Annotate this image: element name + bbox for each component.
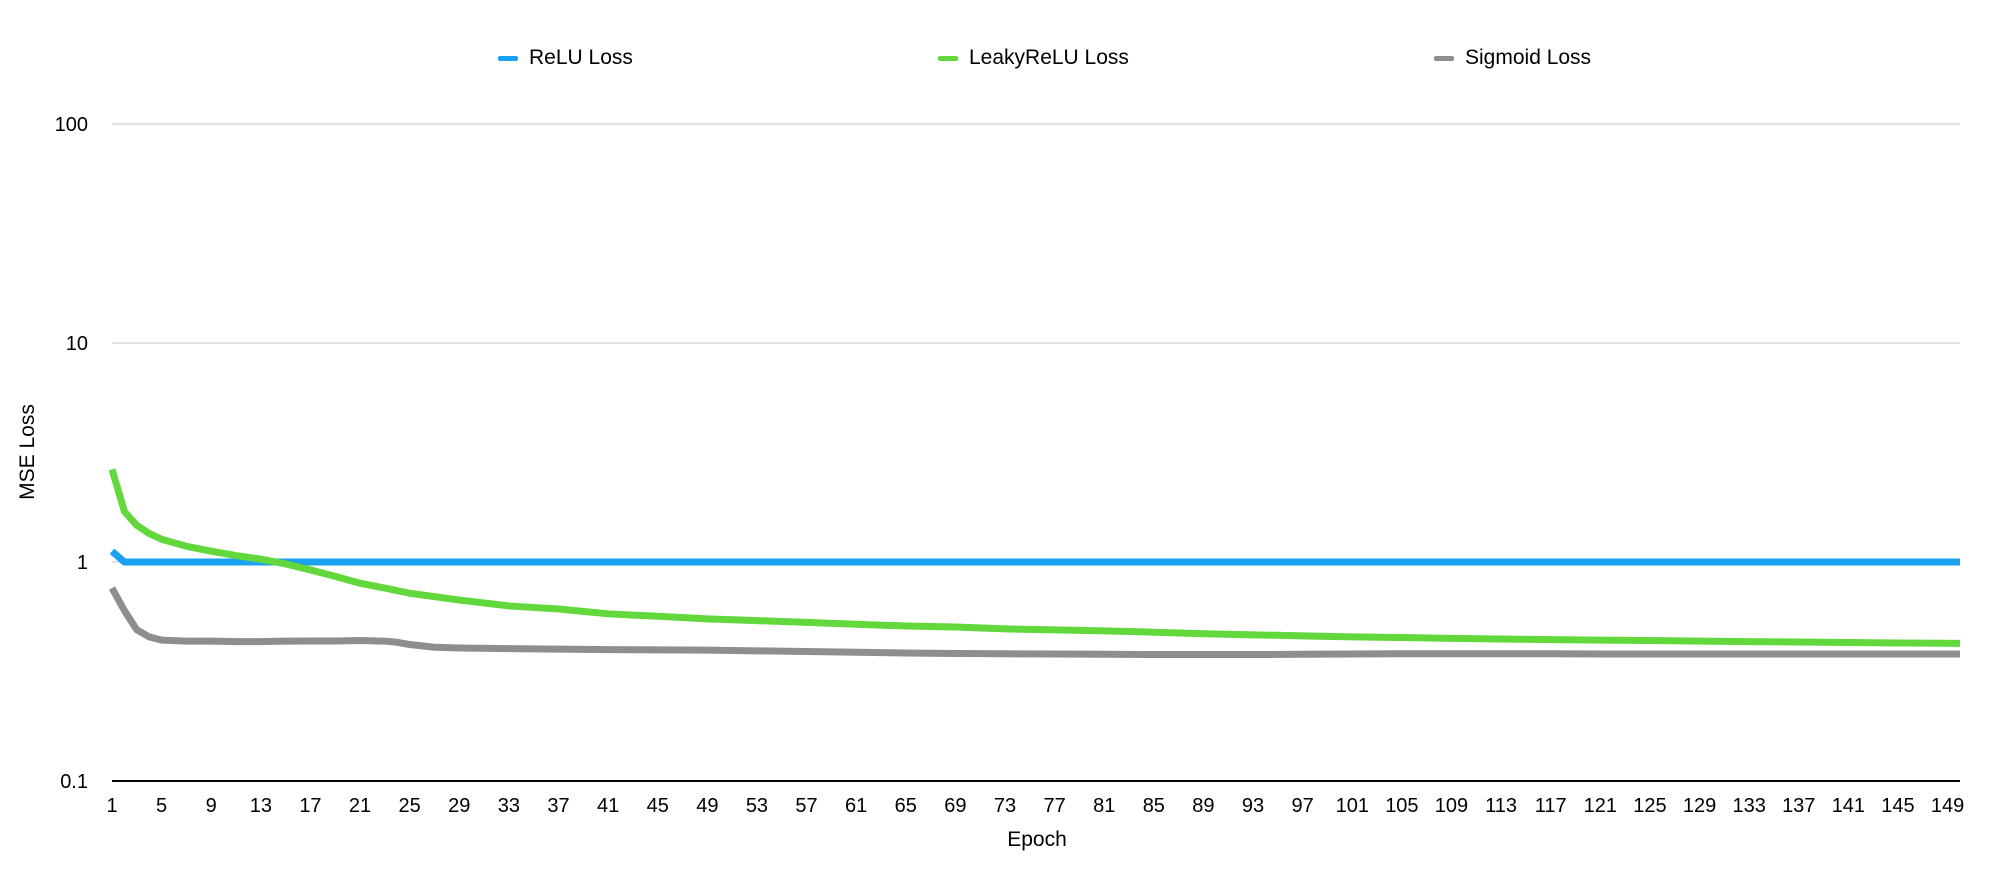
series-line-leakyrelu-loss (108, 468, 1961, 647)
x-tick-label: 69 (944, 795, 966, 817)
legend-item-leakyrelu: LeakyReLU Loss (938, 44, 1129, 72)
x-tick-label: 93 (1242, 795, 1264, 817)
x-tick-label: 1 (106, 795, 117, 817)
x-tick-label: 49 (696, 795, 718, 817)
x-tick-label: 45 (647, 795, 669, 817)
x-tick-label: 145 (1881, 795, 1914, 817)
x-tick-label: 25 (399, 795, 421, 817)
x-tick-label: 37 (547, 795, 569, 817)
x-tick-label: 77 (1043, 795, 1065, 817)
x-tick-label: 81 (1093, 795, 1115, 817)
series-line-relu-loss (109, 548, 1960, 566)
legend-label-relu: ReLU Loss (529, 46, 633, 69)
x-tick-label: 137 (1782, 795, 1815, 817)
x-tick-label: 149 (1931, 795, 1964, 817)
x-tick-label: 113 (1485, 795, 1517, 817)
x-axis-title: Epoch (1007, 828, 1067, 851)
legend-item-relu: ReLU Loss (498, 44, 633, 72)
y-tick-label: 100 (55, 114, 88, 136)
x-tick-label: 17 (299, 795, 321, 817)
legend-item-sigmoid: Sigmoid Loss (1434, 44, 1591, 72)
x-tick-label: 101 (1336, 795, 1369, 817)
x-tick-label: 65 (895, 795, 917, 817)
x-tick-label: 121 (1584, 795, 1617, 817)
x-tick-label: 33 (498, 795, 520, 817)
x-tick-label: 129 (1683, 795, 1716, 817)
y-tick-label: 1 (77, 552, 88, 574)
x-tick-label: 5 (156, 795, 167, 817)
x-tick-label: 117 (1535, 795, 1567, 817)
x-tick-label: 125 (1633, 795, 1666, 817)
x-tick-label: 85 (1143, 795, 1165, 817)
legend-swatch-sigmoid (1434, 55, 1454, 61)
chart-legend: ReLU Loss LeakyReLU Loss Sigmoid Loss (0, 44, 1992, 72)
x-tick-label: 133 (1732, 795, 1765, 817)
y-tick-label: 0.1 (60, 771, 88, 793)
x-tick-label: 105 (1385, 795, 1418, 817)
x-tick-label: 57 (795, 795, 817, 817)
series-line-sigmoid-loss (108, 586, 1960, 659)
legend-label-sigmoid: Sigmoid Loss (1465, 46, 1592, 69)
y-axis-title: MSE Loss (16, 404, 39, 500)
x-tick-label: 41 (597, 795, 619, 817)
legend-swatch-leakyrelu (938, 55, 958, 61)
x-tick-label: 13 (250, 795, 272, 817)
legend-label-leakyrelu: LeakyReLU Loss (969, 46, 1129, 69)
x-tick-label: 141 (1832, 795, 1865, 817)
x-tick-label: 9 (206, 795, 217, 817)
x-tick-label: 61 (845, 795, 867, 817)
x-tick-label: 89 (1192, 795, 1214, 817)
legend-swatch-relu (498, 55, 518, 61)
x-tick-label: 109 (1435, 795, 1468, 817)
y-tick-label: 10 (66, 333, 88, 355)
x-tick-label: 73 (994, 795, 1016, 817)
x-tick-label: 21 (349, 795, 371, 817)
x-tick-label: 97 (1292, 795, 1314, 817)
x-tick-label: 53 (746, 795, 768, 817)
x-tick-label: 29 (448, 795, 470, 817)
